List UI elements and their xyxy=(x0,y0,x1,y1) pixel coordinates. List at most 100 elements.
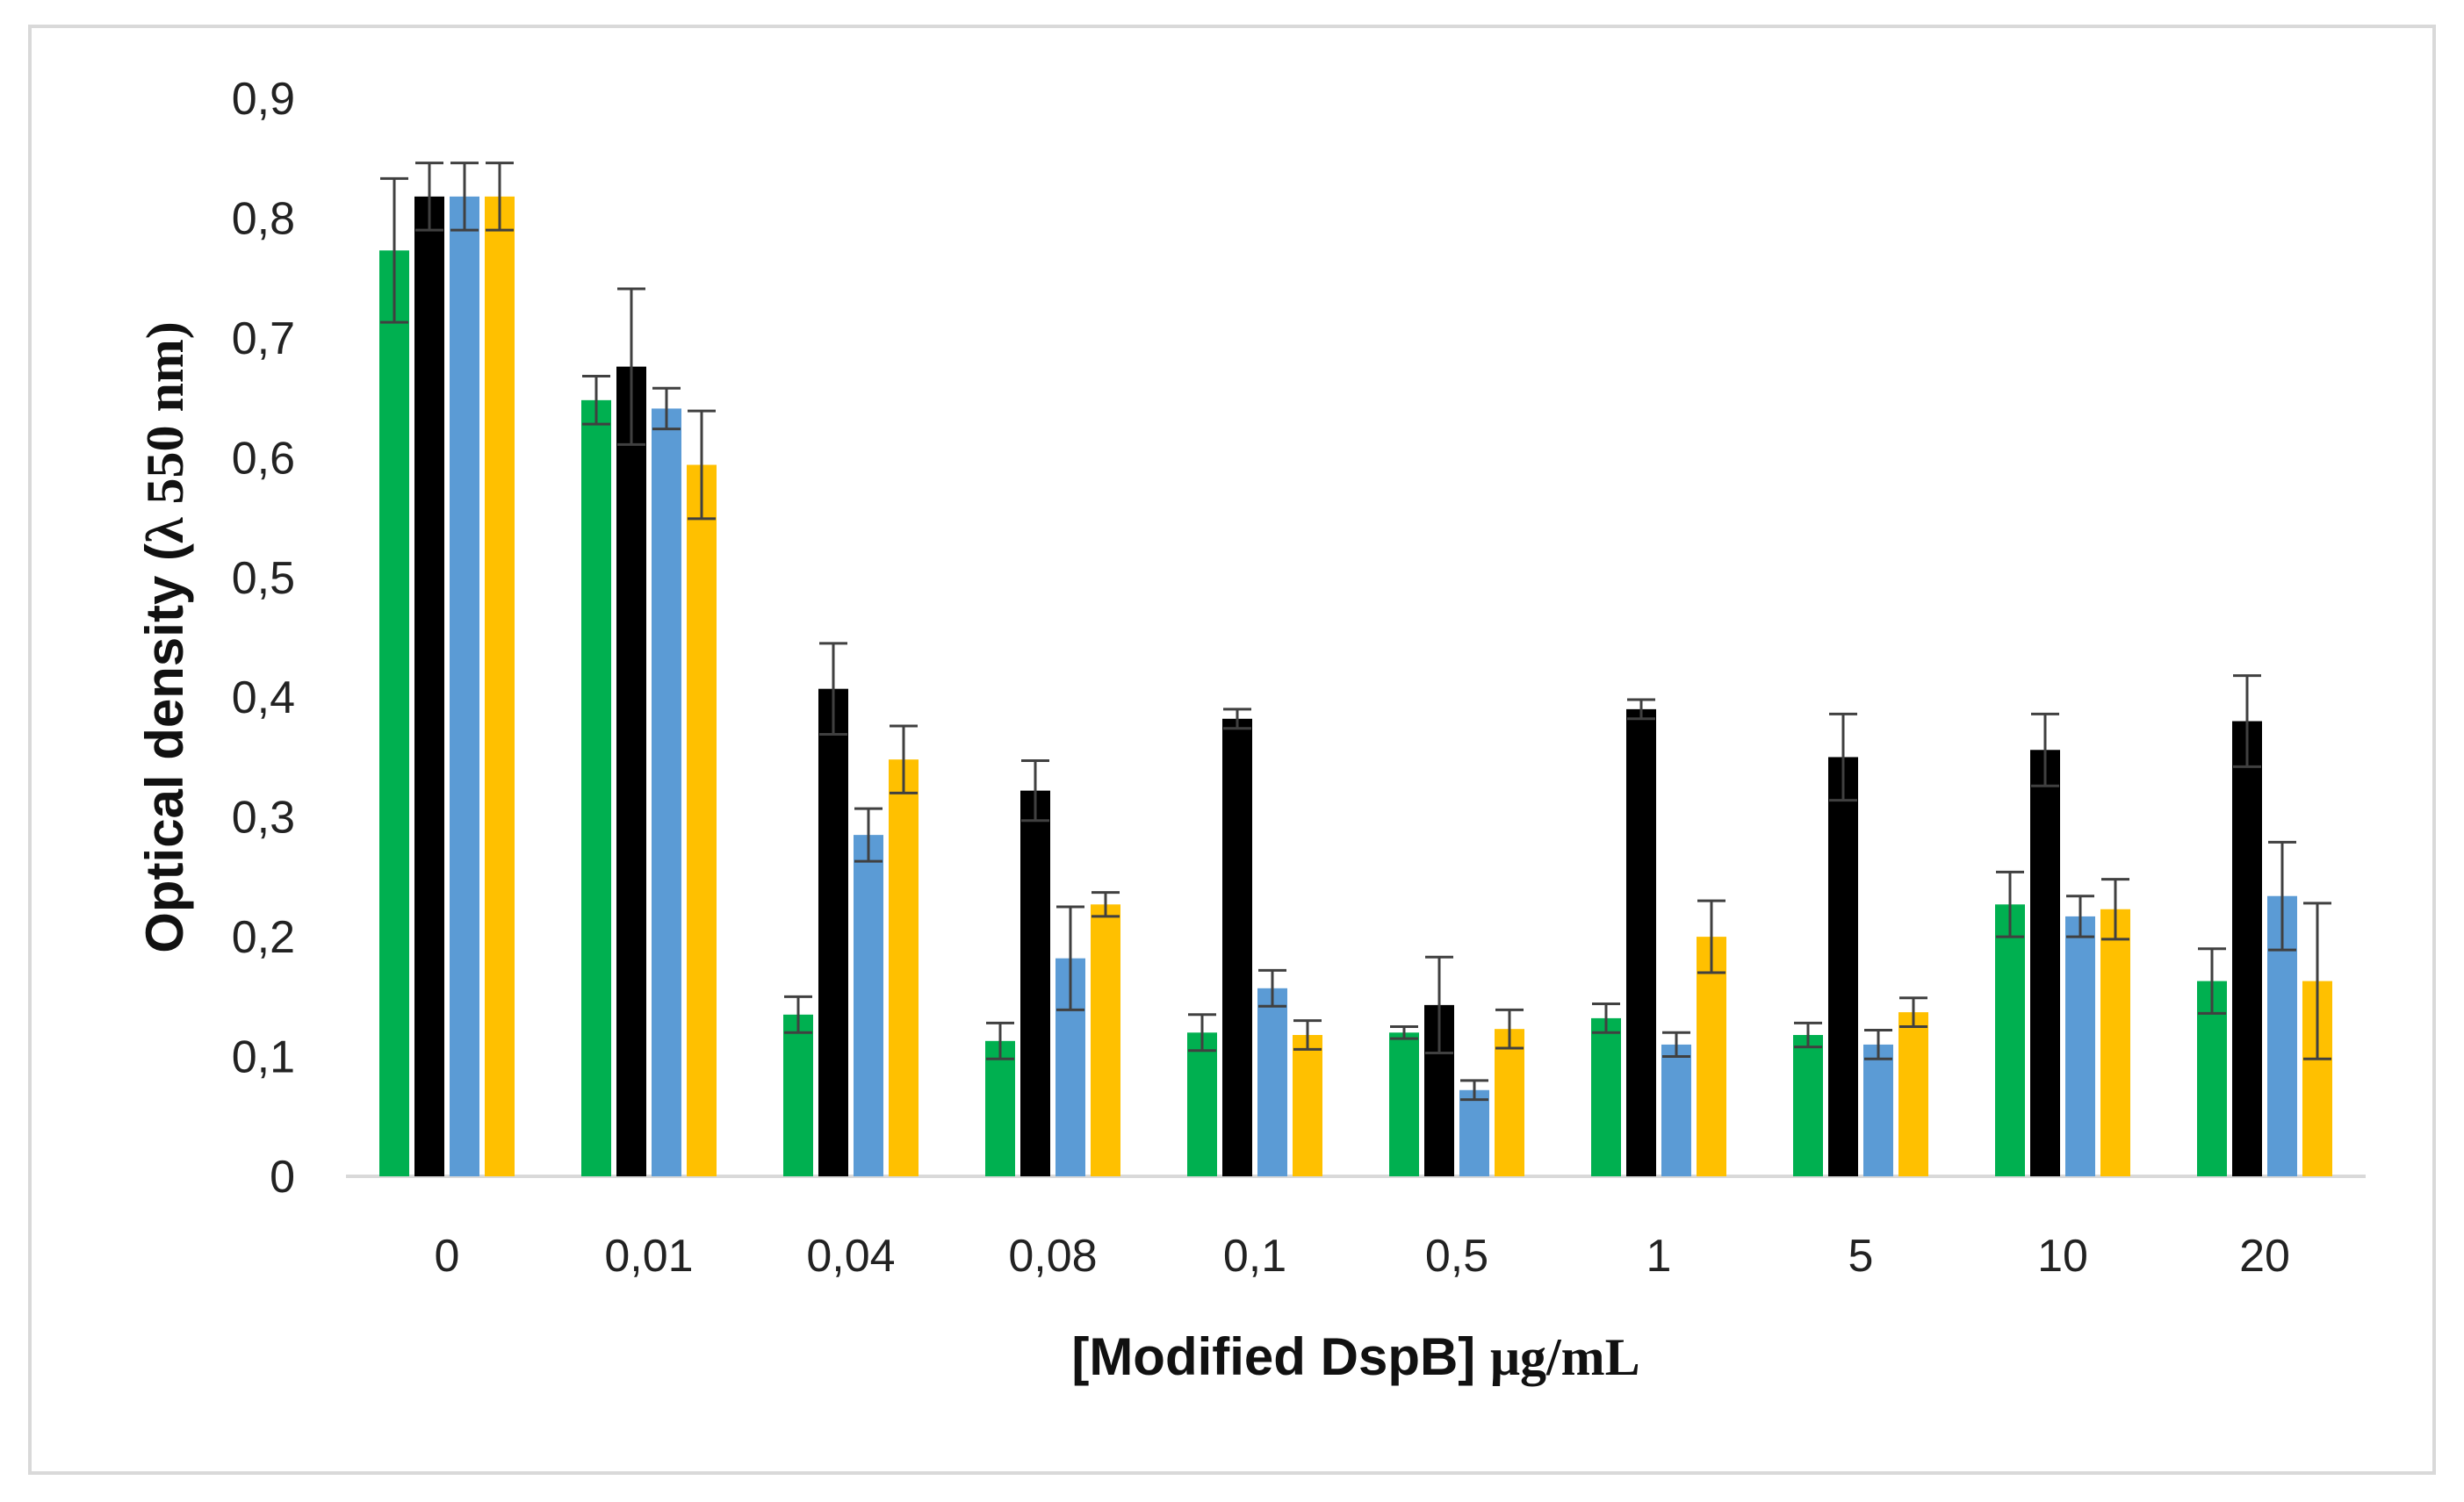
error-bar xyxy=(380,176,408,324)
error-bar xyxy=(1899,996,1927,1028)
error-bar xyxy=(617,287,645,446)
error-bar xyxy=(1425,955,1453,1054)
error-bar xyxy=(1495,1008,1524,1050)
bar xyxy=(450,196,479,1177)
error-bar xyxy=(652,386,681,431)
bar xyxy=(1257,988,1287,1176)
y-tick-label: 0,9 xyxy=(232,74,295,125)
x-tick-label: 10 xyxy=(2037,1231,2088,1282)
error-bar xyxy=(415,162,443,232)
error-bar xyxy=(2031,712,2059,787)
bar xyxy=(854,835,883,1176)
y-tick-label: 0,3 xyxy=(232,793,295,844)
error-bar xyxy=(1592,1003,1620,1034)
error-bar xyxy=(986,1021,1014,1060)
y-axis-title-prefix: Optical density ( xyxy=(135,543,194,953)
error-bar xyxy=(1390,1024,1418,1040)
x-tick-label: 0,08 xyxy=(1008,1231,1097,1282)
bar xyxy=(1293,1034,1322,1176)
bar xyxy=(485,196,515,1177)
bar xyxy=(616,366,646,1176)
bar xyxy=(1863,1044,1893,1176)
error-bar xyxy=(582,375,610,426)
bar xyxy=(2065,916,2095,1176)
bar xyxy=(1898,1012,1928,1176)
bar xyxy=(414,196,444,1177)
bar xyxy=(1222,718,1252,1176)
y-tick-label: 0,2 xyxy=(232,912,295,963)
bar xyxy=(687,464,717,1176)
y-axis-title: Optical density (λ 550 nm) xyxy=(135,321,194,953)
bar xyxy=(783,1014,813,1176)
bar xyxy=(652,408,681,1176)
error-bar xyxy=(1864,1029,1892,1060)
bar xyxy=(985,1040,1015,1176)
error-bar xyxy=(688,409,716,521)
error-bar xyxy=(1293,1019,1322,1051)
error-bar xyxy=(1996,870,2024,938)
error-bar xyxy=(2066,895,2094,938)
error-bar xyxy=(1662,1031,1690,1059)
error-bar xyxy=(819,642,847,737)
bar xyxy=(1661,1044,1691,1176)
x-tick-label: 0,1 xyxy=(1223,1231,1286,1282)
bar xyxy=(1995,904,2025,1176)
error-bar xyxy=(1092,891,1120,918)
x-tick-label: 0,01 xyxy=(604,1231,693,1282)
bar xyxy=(1459,1089,1489,1176)
x-axis-title: [Modified DspB] μg/mL xyxy=(1071,1327,1639,1386)
bar xyxy=(1389,1032,1419,1176)
error-bar xyxy=(2303,902,2331,1060)
y-axis-ticks: 0 0,1 0,2 0,3 0,4 0,5 0,6 0,7 0,8 0,9 xyxy=(232,74,295,1203)
y-tick-label: 0,1 xyxy=(232,1032,295,1083)
error-bar xyxy=(1021,759,1049,823)
error-bars xyxy=(380,162,2331,1102)
bar xyxy=(1591,1017,1621,1176)
chart-frame: 0 0,1 0,2 0,3 0,4 0,5 0,6 0,7 0,8 0,9 0 0,01 0,04 0,… xyxy=(28,25,2436,1475)
error-bar xyxy=(890,724,918,794)
x-tick-label: 0 xyxy=(435,1231,460,1282)
bar xyxy=(581,399,611,1177)
y-tick-label: 0,7 xyxy=(232,313,295,364)
y-axis-title-unit: λ 550 nm) xyxy=(136,321,194,543)
bar xyxy=(818,688,848,1176)
bars xyxy=(379,196,2332,1177)
bar xyxy=(1187,1032,1217,1176)
bar xyxy=(1793,1034,1823,1176)
error-bar xyxy=(486,162,514,232)
x-tick-label: 5 xyxy=(1848,1231,1874,1282)
bar xyxy=(2100,909,2130,1176)
bar xyxy=(2232,721,2262,1176)
bar xyxy=(1626,708,1656,1176)
y-tick-label: 0 xyxy=(270,1152,295,1203)
error-bar xyxy=(2233,674,2261,768)
error-bar xyxy=(2101,878,2129,941)
error-bar xyxy=(1794,1021,1822,1049)
x-axis-ticks: 0 0,01 0,04 0,08 0,1 0,5 1 5 10 20 xyxy=(435,1231,2290,1282)
error-bar xyxy=(2268,840,2296,952)
error-bar xyxy=(784,995,812,1034)
x-tick-label: 1 xyxy=(1646,1231,1672,1282)
y-tick-label: 0,6 xyxy=(232,433,295,484)
bar xyxy=(1020,790,1050,1176)
y-tick-label: 0,8 xyxy=(232,193,295,244)
error-bar xyxy=(1460,1079,1488,1102)
error-bar xyxy=(2198,947,2226,1015)
x-tick-label: 20 xyxy=(2239,1231,2290,1282)
error-bar xyxy=(1829,712,1857,802)
y-tick-label: 0,5 xyxy=(232,553,295,604)
x-axis-title-unit: μg/mL xyxy=(1490,1328,1640,1386)
x-tick-label: 0,5 xyxy=(1425,1231,1488,1282)
bar xyxy=(2030,750,2060,1176)
error-bar xyxy=(450,162,479,232)
error-bar xyxy=(1188,1013,1216,1053)
bar-chart: 0 0,1 0,2 0,3 0,4 0,5 0,6 0,7 0,8 0,9 0 0,01 0,04 0,… xyxy=(135,74,2366,1386)
error-bar xyxy=(1258,968,1286,1008)
bar xyxy=(379,250,409,1176)
error-bar xyxy=(854,807,883,863)
error-bar xyxy=(1056,905,1084,1011)
x-tick-label: 0,04 xyxy=(806,1231,895,1282)
error-bar xyxy=(1697,899,1726,974)
bar xyxy=(1495,1029,1524,1176)
error-bar xyxy=(1627,698,1655,721)
